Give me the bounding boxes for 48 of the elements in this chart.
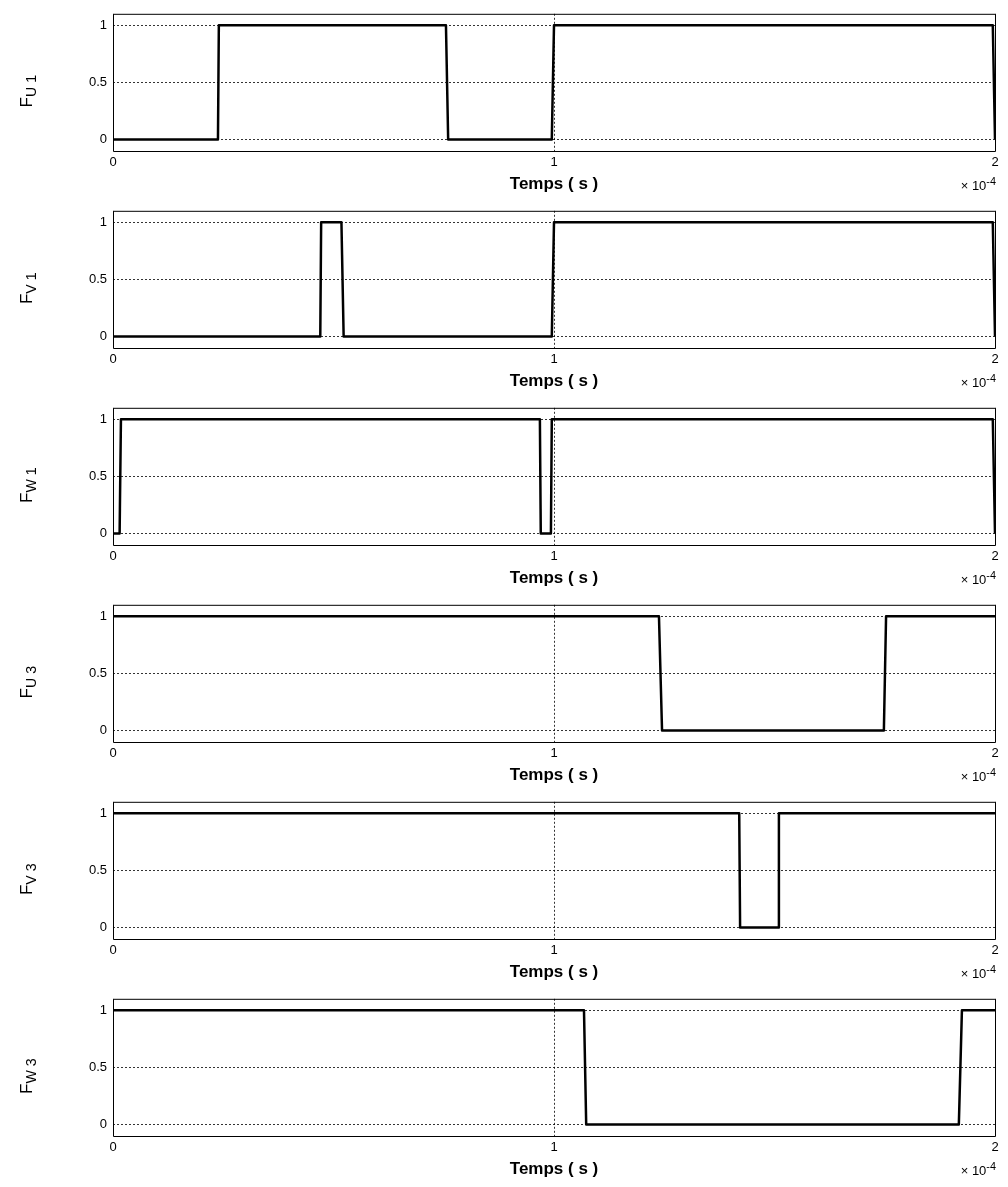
y-tick-label: 1 xyxy=(99,213,107,229)
text: × 10$^{-4}$ xyxy=(960,1159,996,1178)
text: × 10$^{-4}$ xyxy=(960,765,996,784)
y-tick-label: 0.5 xyxy=(88,664,107,680)
y-tick-label: 0 xyxy=(99,919,107,935)
x-tick-label: 1 xyxy=(550,1139,558,1155)
x-axis-title: Temps ( s ) xyxy=(509,765,599,785)
x-tick-label: 0 xyxy=(109,351,117,367)
x-tick-label: 0 xyxy=(109,942,117,958)
x-tick-label: 2 xyxy=(991,745,999,761)
x-axis-title: Temps ( s ) xyxy=(509,568,599,588)
y-tick-label: 0.5 xyxy=(88,467,107,483)
x-tick-label: 0 xyxy=(109,1139,117,1155)
x-tick-label: 1 xyxy=(550,154,558,170)
y-tick-label: 0 xyxy=(99,722,107,738)
y-tick-label: 0.5 xyxy=(88,861,107,877)
x-tick-label: 2 xyxy=(991,154,999,170)
x-tick-label: 1 xyxy=(550,942,558,958)
y-tick-label: 0 xyxy=(99,131,107,147)
y-tick-label: 0 xyxy=(99,525,107,541)
y-tick-label: 1 xyxy=(99,1001,107,1017)
x-tick-label: 0 xyxy=(109,548,117,564)
x-tick-label: 1 xyxy=(550,548,558,564)
x-tick-label: 2 xyxy=(991,351,999,367)
text: × 10$^{-4}$ xyxy=(960,568,996,587)
y-tick-label: 0.5 xyxy=(88,73,107,89)
y-tick-label: 1 xyxy=(99,607,107,623)
text: × 10$^{-4}$ xyxy=(960,174,996,193)
text: × 10$^{-4}$ xyxy=(960,962,996,981)
x-axis-title: Temps ( s ) xyxy=(509,174,599,194)
x-tick-label: 0 xyxy=(109,154,117,170)
x-axis-title: Temps ( s ) xyxy=(509,1159,599,1179)
x-tick-label: 2 xyxy=(991,548,999,564)
x-tick-label: 2 xyxy=(991,1139,999,1155)
y-tick-label: 0 xyxy=(99,1116,107,1132)
y-tick-label: 0.5 xyxy=(88,270,107,286)
y-tick-label: 0.5 xyxy=(88,1058,107,1074)
y-tick-label: 1 xyxy=(99,410,107,426)
x-tick-label: 1 xyxy=(550,745,558,761)
x-tick-label: 1 xyxy=(550,351,558,367)
x-axis-title: Temps ( s ) xyxy=(509,371,599,391)
y-tick-label: 1 xyxy=(99,16,107,32)
x-tick-label: 0 xyxy=(109,745,117,761)
text: × 10$^{-4}$ xyxy=(960,371,996,390)
x-tick-label: 2 xyxy=(991,942,999,958)
y-tick-label: 0 xyxy=(99,328,107,344)
x-axis-title: Temps ( s ) xyxy=(509,962,599,982)
y-tick-label: 1 xyxy=(99,804,107,820)
